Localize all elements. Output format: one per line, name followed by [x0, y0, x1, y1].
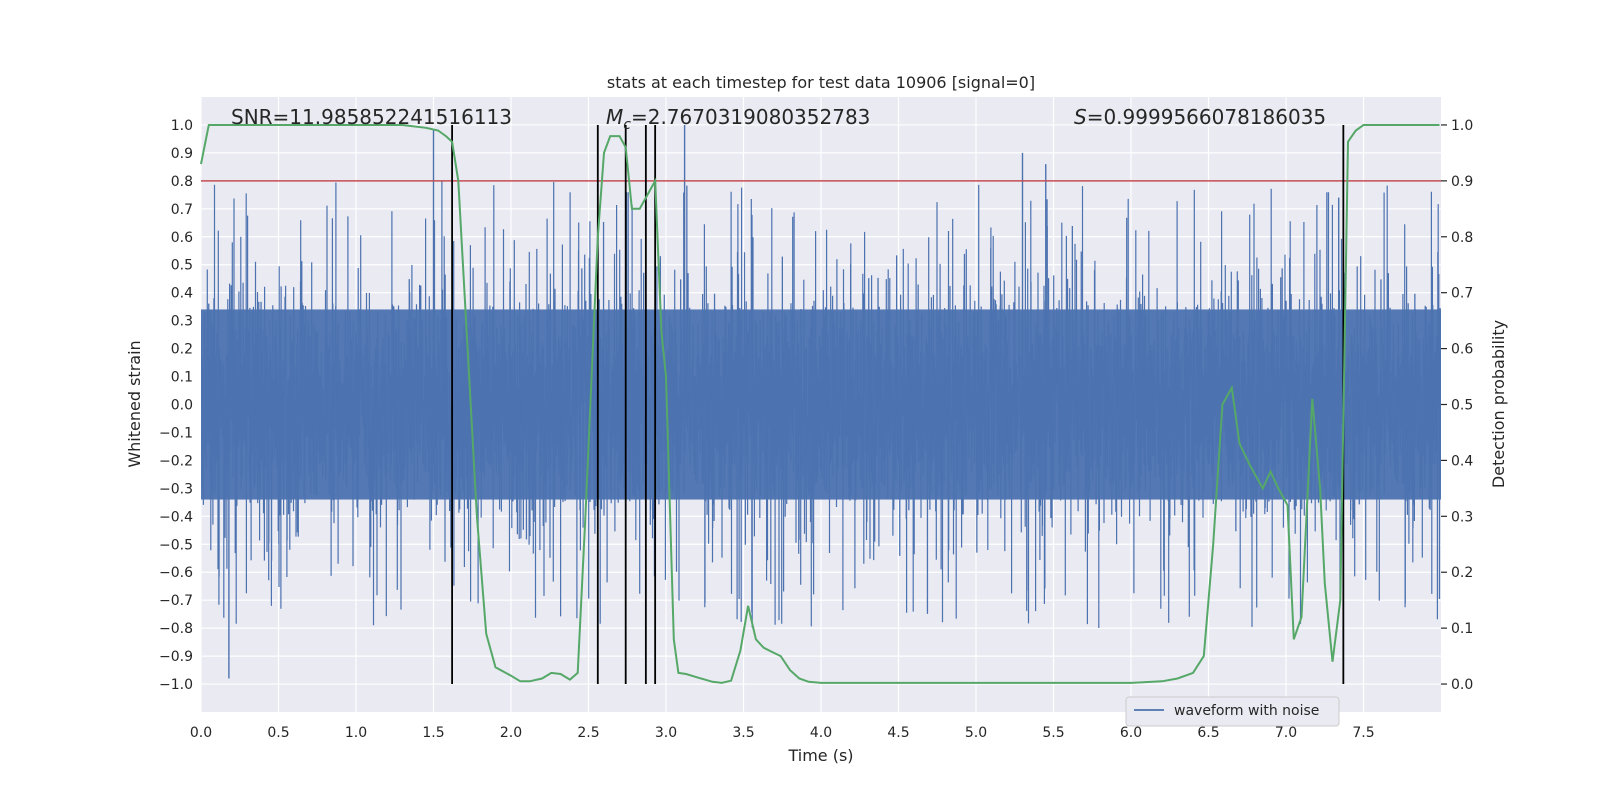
x-tick-label: 0.0: [190, 725, 212, 741]
left-tick-label: −0.4: [159, 509, 193, 525]
left-tick-label: −0.7: [159, 593, 193, 609]
x-tick-label: 2.5: [577, 725, 599, 741]
x-tick-label: 3.5: [732, 725, 754, 741]
left-tick-label: −0.9: [159, 649, 193, 665]
x-tick-label: 6.0: [1120, 725, 1142, 741]
left-tick-label: −0.1: [159, 425, 193, 441]
right-tick-label: 0.0: [1451, 677, 1473, 693]
x-tick-label: 1.5: [422, 725, 444, 741]
left-tick-label: 0.6: [171, 230, 193, 246]
x-tick-label: 1.0: [345, 725, 367, 741]
legend: waveform with noise: [1125, 696, 1340, 727]
s-symbol: S: [1074, 105, 1087, 129]
x-tick-label: 7.5: [1352, 725, 1374, 741]
right-tick-label: 0.3: [1451, 509, 1473, 525]
left-tick-label: −0.2: [159, 453, 193, 469]
chirp-mass-symbol: M: [606, 105, 623, 129]
left-y-axis: 1.0 0.9 0.8 0.7 0.6 0.5 0.4 0.3 0.2 0.1 0.0 −0.1 −0.…: [159, 118, 193, 693]
right-tick-label: 0.6: [1451, 342, 1473, 358]
left-tick-label: 0.0: [171, 398, 193, 414]
x-axis: 0.0 0.5 1.0 1.5 2.0 2.5 3.0 3.5 4.0 4.5 5.0 5.5 6.0 6…: [190, 725, 1375, 741]
x-tick-label: 4.5: [887, 725, 909, 741]
left-tick-label: −0.5: [159, 537, 193, 553]
left-tick-label: 0.4: [171, 286, 193, 302]
right-tick-label: 0.2: [1451, 565, 1473, 581]
x-tick-label: 7.0: [1275, 725, 1297, 741]
left-tick-label: 0.7: [171, 202, 193, 218]
x-tick-label: 0.5: [267, 725, 289, 741]
right-tick-label: 0.5: [1451, 398, 1473, 414]
left-tick-label: 0.1: [171, 370, 193, 386]
legend-entry: waveform with noise: [1174, 703, 1319, 719]
right-tick-label: 0.1: [1451, 621, 1473, 637]
chirp-mass-annotation: Mc=2.7670319080352783: [606, 105, 870, 133]
left-tick-label: 0.5: [171, 258, 193, 274]
x-axis-label: Time (s): [787, 746, 853, 765]
x-tick-label: 3.0: [655, 725, 677, 741]
right-y-axis: 1.0 0.9 0.8 0.7 0.6 0.5 0.4 0.3 0.2 0.1 0.0: [1441, 118, 1473, 693]
x-tick-label: 6.5: [1197, 725, 1219, 741]
x-tick-label: 5.0: [965, 725, 987, 741]
left-tick-label: 1.0: [171, 118, 193, 134]
left-y-axis-label: Whitened strain: [125, 340, 144, 467]
left-tick-label: −1.0: [159, 677, 193, 693]
chart-title: stats at each timestep for test data 109…: [607, 73, 1035, 92]
right-tick-label: 1.0: [1451, 118, 1473, 134]
x-tick-label: 4.0: [810, 725, 832, 741]
chirp-mass-subscript: c: [623, 117, 631, 133]
left-tick-label: −0.6: [159, 565, 193, 581]
left-tick-label: 0.3: [171, 314, 193, 330]
x-tick-label: 5.5: [1042, 725, 1064, 741]
x-tick-label: 2.0: [500, 725, 522, 741]
right-tick-label: 0.8: [1451, 230, 1473, 246]
waveform-trace: [201, 180, 1441, 628]
legend-box: [1125, 696, 1340, 727]
s-annotation: S=0.9999566078186035: [1074, 105, 1326, 129]
s-value: =0.9999566078186035: [1087, 105, 1326, 129]
right-y-axis-label: Detection probability: [1489, 320, 1508, 488]
right-tick-label: 0.9: [1451, 174, 1473, 190]
right-tick-label: 0.7: [1451, 286, 1473, 302]
left-tick-label: 0.2: [171, 342, 193, 358]
left-tick-label: 0.9: [171, 146, 193, 162]
chirp-mass-value: =2.7670319080352783: [631, 105, 870, 129]
left-tick-label: −0.3: [159, 481, 193, 497]
left-tick-label: 0.8: [171, 174, 193, 190]
snr-annotation: SNR=11.985852241516113: [231, 105, 512, 129]
right-tick-label: 0.4: [1451, 453, 1473, 469]
left-tick-label: −0.8: [159, 621, 193, 637]
detection-probability-line: [200, 124, 1440, 684]
